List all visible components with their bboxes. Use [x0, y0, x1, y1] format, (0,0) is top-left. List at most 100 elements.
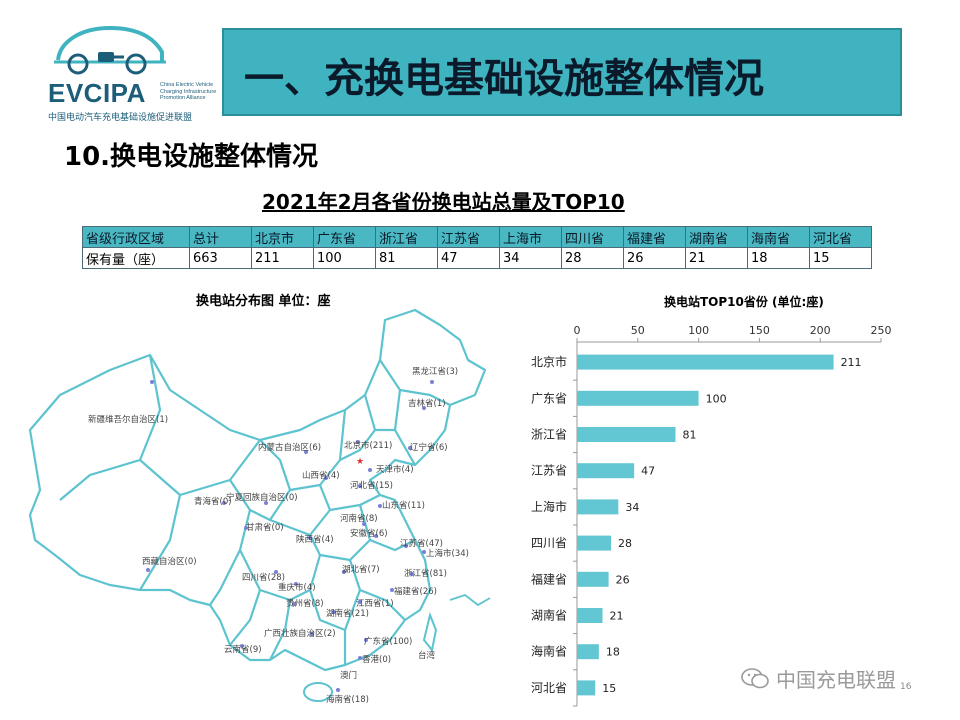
map-label: 陕西省(4): [296, 534, 334, 545]
map-label: 甘肃省(0): [246, 522, 284, 533]
map-label: 上海市(34): [426, 548, 469, 559]
chart-title: 换电站TOP10省份 (单位:座): [664, 295, 824, 309]
map-label: 福建省(26): [394, 586, 437, 597]
map-label: 吉林省(1): [408, 398, 446, 409]
map-label: 香港(0): [362, 654, 391, 665]
section-title: 10.换电设施整体情况: [64, 142, 319, 172]
map-label: 澳门: [340, 670, 357, 681]
stats-table: 省级行政区域 总计 北京市 广东省 浙江省 江苏省 上海市 四川省 福建省 湖南…: [82, 226, 872, 269]
x-tick-label: 150: [749, 324, 770, 337]
bar: [577, 427, 676, 442]
map-label: 西藏自治区(0): [142, 556, 197, 567]
bar: [577, 499, 619, 515]
data-label: 100: [706, 392, 727, 405]
category-label: 北京市: [531, 354, 567, 369]
category-label: 湖南省: [531, 608, 567, 623]
table-cell: 47: [437, 247, 500, 269]
map-label: 北京市(211): [344, 440, 392, 451]
table-header-cell: 江苏省: [437, 226, 500, 248]
table-cell: 15: [809, 247, 872, 269]
china-map: ★ 黑龙江省(3) 吉林省(1) 新疆维吾尔自治区(1) 内蒙古自治区(6) 北…: [28, 308, 491, 705]
bar: [577, 644, 599, 660]
x-tick-label: 100: [688, 324, 709, 337]
map-label: 重庆市(4): [278, 582, 316, 593]
title-bar: 一、充换电基础设施整体情况: [222, 28, 902, 116]
map-label: 江苏省(47): [400, 538, 443, 549]
logo-chinese-name: 中国电动汽车充电基础设施促进联盟: [48, 113, 193, 123]
map-outline: [28, 308, 487, 672]
table-cell: 81: [375, 247, 438, 269]
map-label: 湖南省(21): [326, 608, 369, 619]
table-cell: 663: [189, 247, 252, 269]
table-header-cell: 总计: [189, 226, 252, 248]
bar: [577, 463, 635, 479]
map-label: 辽宁省(6): [410, 442, 448, 453]
station-markers: [146, 380, 434, 692]
x-tick-label: 200: [810, 324, 831, 337]
table-header-cell: 浙江省: [375, 226, 438, 248]
map-label: 山西省(4): [302, 470, 340, 481]
table-cell: 保有量（座）: [82, 247, 190, 269]
table-header-cell: 四川省: [561, 226, 624, 248]
map-label: 青海省(0): [194, 496, 232, 507]
category-label: 福建省: [531, 571, 567, 586]
category-label: 河北省: [531, 681, 567, 695]
table-header-cell: 河北省: [809, 226, 872, 248]
map-label: 浙江省(81): [404, 568, 447, 579]
category-label: 上海市: [531, 499, 567, 514]
table-header-cell: 福建省: [623, 226, 686, 248]
map-label: 内蒙古自治区(6): [258, 442, 321, 453]
bar: [577, 680, 596, 696]
category-label: 浙江省: [531, 428, 567, 442]
bar: [577, 571, 609, 587]
table-cell: 28: [561, 247, 624, 269]
map-label: 安徽省(6): [350, 528, 388, 539]
table-title: 2021年2月各省份换电站总量及TOP10: [262, 190, 625, 214]
capital-star-icon: ★: [356, 457, 364, 467]
data-label: 26: [616, 573, 630, 586]
map-label: 天津市(4): [376, 464, 414, 475]
x-tick-label: 250: [871, 324, 892, 337]
map-label: 黑龙江省(3): [412, 366, 458, 377]
table-row: 保有量（座） 663 211 100 81 47 34 28 26 21 18 …: [82, 247, 872, 269]
map-label: 河南省(8): [340, 513, 378, 524]
x-tick-label: 50: [631, 324, 645, 337]
map-caption: 换电站分布图 单位：座: [196, 294, 331, 309]
map-label: 山东省(11): [382, 500, 425, 511]
table-header-row: 省级行政区域 总计 北京市 广东省 浙江省 江苏省 上海市 四川省 福建省 湖南…: [82, 226, 872, 248]
logo-english-name: China Electric Vehicle Charging Infrastr…: [160, 82, 217, 101]
map-label: 广东省(100): [364, 636, 412, 647]
map-label: 江西省(1): [356, 598, 394, 609]
map-label: 云南省(9): [224, 644, 262, 655]
map-label: 海南省(18): [326, 694, 369, 705]
data-label: 211: [841, 356, 862, 369]
map-label: 四川省(28): [242, 572, 285, 583]
bar: [577, 535, 612, 551]
category-label: 广东省: [531, 391, 567, 405]
table-cell: 100: [313, 247, 376, 269]
map-label: 河北省(15): [350, 480, 393, 491]
sea-inset: [449, 593, 491, 607]
map-labels: 黑龙江省(3) 吉林省(1) 新疆维吾尔自治区(1) 内蒙古自治区(6) 北京市…: [88, 366, 469, 705]
data-label: 21: [610, 610, 624, 623]
map-label: 新疆维吾尔自治区(1): [88, 414, 168, 425]
data-label: 47: [641, 465, 655, 478]
x-tick-label: 0: [574, 324, 581, 337]
data-label: 15: [602, 682, 616, 695]
map-label: 贵州省(8): [286, 598, 324, 609]
wechat-icon: [741, 668, 769, 689]
page-number: 16: [900, 682, 912, 692]
hainan-outline: [303, 682, 333, 702]
map-label: 广西壮族自治区(2): [264, 628, 336, 639]
table-cell: 26: [623, 247, 686, 269]
data-label: 18: [606, 646, 620, 659]
table-header-cell: 北京市: [251, 226, 314, 248]
logo-name: EVCIPA: [48, 78, 146, 108]
map-label: 宁夏回族自治区(0): [226, 492, 298, 503]
bar: [577, 390, 699, 406]
evcipa-logo: EVCIPA China Electric Vehicle Charging I…: [40, 22, 220, 123]
bar: [577, 608, 603, 623]
bar: [577, 354, 834, 370]
watermark-text: 中国充电联盟: [776, 667, 896, 692]
